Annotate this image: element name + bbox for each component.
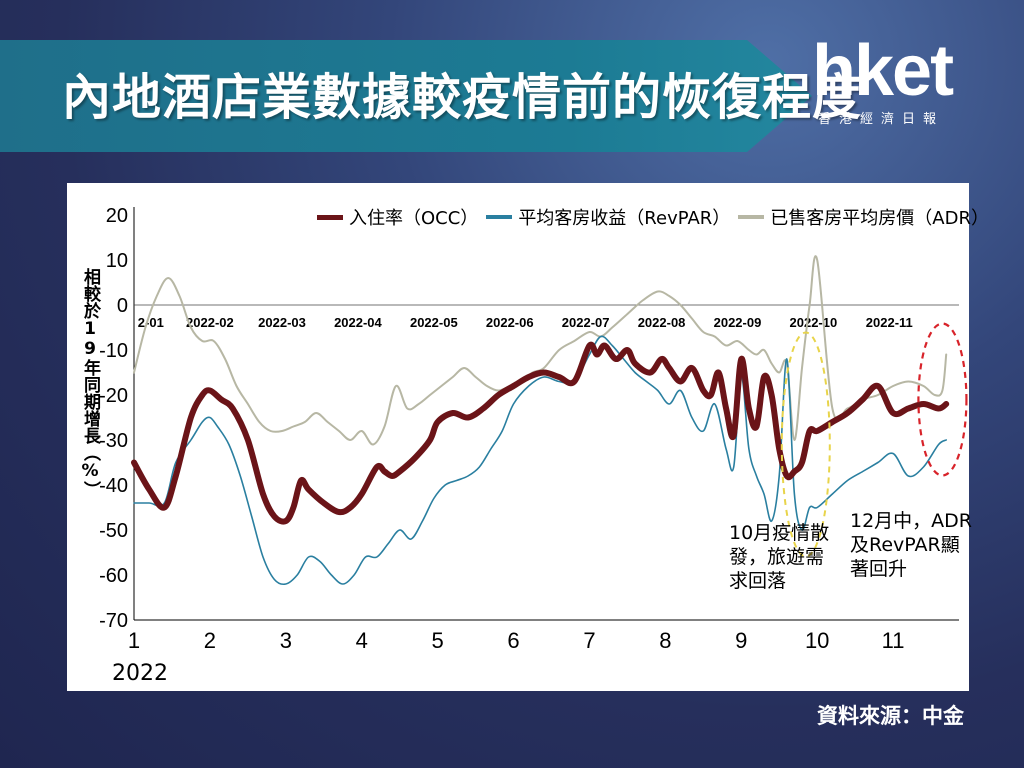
logo-subtitle: 香港經濟日報 bbox=[818, 112, 945, 127]
zero-line-date-label: 2022-05 bbox=[410, 315, 458, 330]
x-tick-label: 5 bbox=[432, 628, 444, 653]
y-tick-label: -50 bbox=[99, 520, 128, 542]
legend-label-revpar: 平均客房收益（RevPAR） bbox=[518, 208, 731, 229]
y-tick-label: -40 bbox=[99, 475, 128, 497]
y-tick-label: -30 bbox=[99, 430, 128, 452]
logo-wordmark: hket bbox=[812, 31, 954, 111]
x-tick-label: 7 bbox=[583, 628, 595, 653]
y-axis-label: 相較於19年同期增長（%） bbox=[80, 268, 100, 498]
y-tick-label: 10 bbox=[106, 250, 128, 272]
y-tick-label: -20 bbox=[99, 385, 128, 407]
december-highlight-ellipse bbox=[917, 322, 968, 477]
x-tick-label: 1 bbox=[128, 628, 140, 653]
x-tick-label: 11 bbox=[882, 628, 905, 653]
x-tick-label: 2 bbox=[204, 628, 216, 653]
zero-line-date-label: 2022-02 bbox=[186, 315, 234, 330]
legend-swatch-occ bbox=[317, 214, 343, 220]
legend-label-occ: 入住率（OCC） bbox=[349, 208, 479, 229]
x-tick-label: 3 bbox=[280, 628, 292, 653]
series-line-adr bbox=[133, 255, 948, 446]
title-banner bbox=[0, 40, 812, 152]
x-tick-label: 10 bbox=[805, 628, 829, 653]
legend-swatch-adr bbox=[738, 215, 765, 219]
legend-label-adr: 已售客房平均房價（ADR） bbox=[770, 208, 989, 229]
october-highlight-ellipse bbox=[780, 331, 831, 558]
x-tick-label: 9 bbox=[735, 628, 747, 653]
chart-panel: 20 10 0 -10 -20 -30 -40 -50 -60 -70 1 2 3 4 5 6 7 8 9 10 11 2… bbox=[67, 183, 989, 691]
x-tick-label: 6 bbox=[507, 628, 519, 653]
hket-logo: hket 香港經濟日報 bbox=[812, 31, 982, 132]
line-chart: 20 10 0 -10 -20 -30 -40 -50 -60 -701 2 3 4 5 6 7 8 9 10 11 2… bbox=[99, 205, 968, 653]
y-tick-label: -10 bbox=[99, 340, 128, 362]
zero-line-date-label: 2-01 bbox=[138, 315, 164, 330]
legend-item-occ: 入住率（OCC） bbox=[317, 204, 478, 230]
zero-line-date-label: 2022-08 bbox=[638, 315, 686, 330]
zero-line-date-label: 2022-06 bbox=[486, 315, 534, 330]
page-title: 內地酒店業數據較疫情前的恢復程度 bbox=[62, 69, 863, 126]
x-axis-year: 2022 bbox=[112, 661, 168, 686]
chart-legend: 入住率（OCC） 平均客房收益（RevPAR） 已售客房平均房價（ADR） bbox=[317, 203, 989, 231]
series-line-occ bbox=[131, 341, 950, 525]
y-tick-label: -60 bbox=[99, 565, 128, 587]
zero-line-date-label: 2022-09 bbox=[714, 315, 762, 330]
zero-line-date-label: 2022-03 bbox=[258, 315, 306, 330]
series-line-revpar bbox=[133, 335, 947, 586]
annotation-december: 12月中，ADR 及RevPAR顯 著回升 bbox=[850, 510, 973, 580]
y-tick-label: 20 bbox=[106, 205, 128, 227]
x-tick-label: 8 bbox=[659, 628, 671, 653]
annotation-october: 10月疫情散 發，旅遊需 求回落 bbox=[729, 522, 830, 592]
x-tick-label: 4 bbox=[356, 628, 368, 653]
zero-line-date-label: 2022-04 bbox=[334, 315, 382, 330]
zero-line-date-label: 2022-07 bbox=[562, 315, 610, 330]
legend-item-revpar: 平均客房收益（RevPAR） bbox=[486, 204, 730, 230]
source-note: 資料來源：中金 bbox=[817, 704, 964, 728]
y-tick-label: -70 bbox=[99, 610, 128, 632]
zero-line-date-label: 2022-11 bbox=[866, 315, 913, 330]
y-tick-label: 0 bbox=[117, 295, 128, 317]
legend-item-adr: 已售客房平均房價（ADR） bbox=[738, 204, 989, 230]
legend-swatch-revpar bbox=[486, 215, 513, 219]
zero-line-date-label: 2022-10 bbox=[790, 315, 838, 330]
